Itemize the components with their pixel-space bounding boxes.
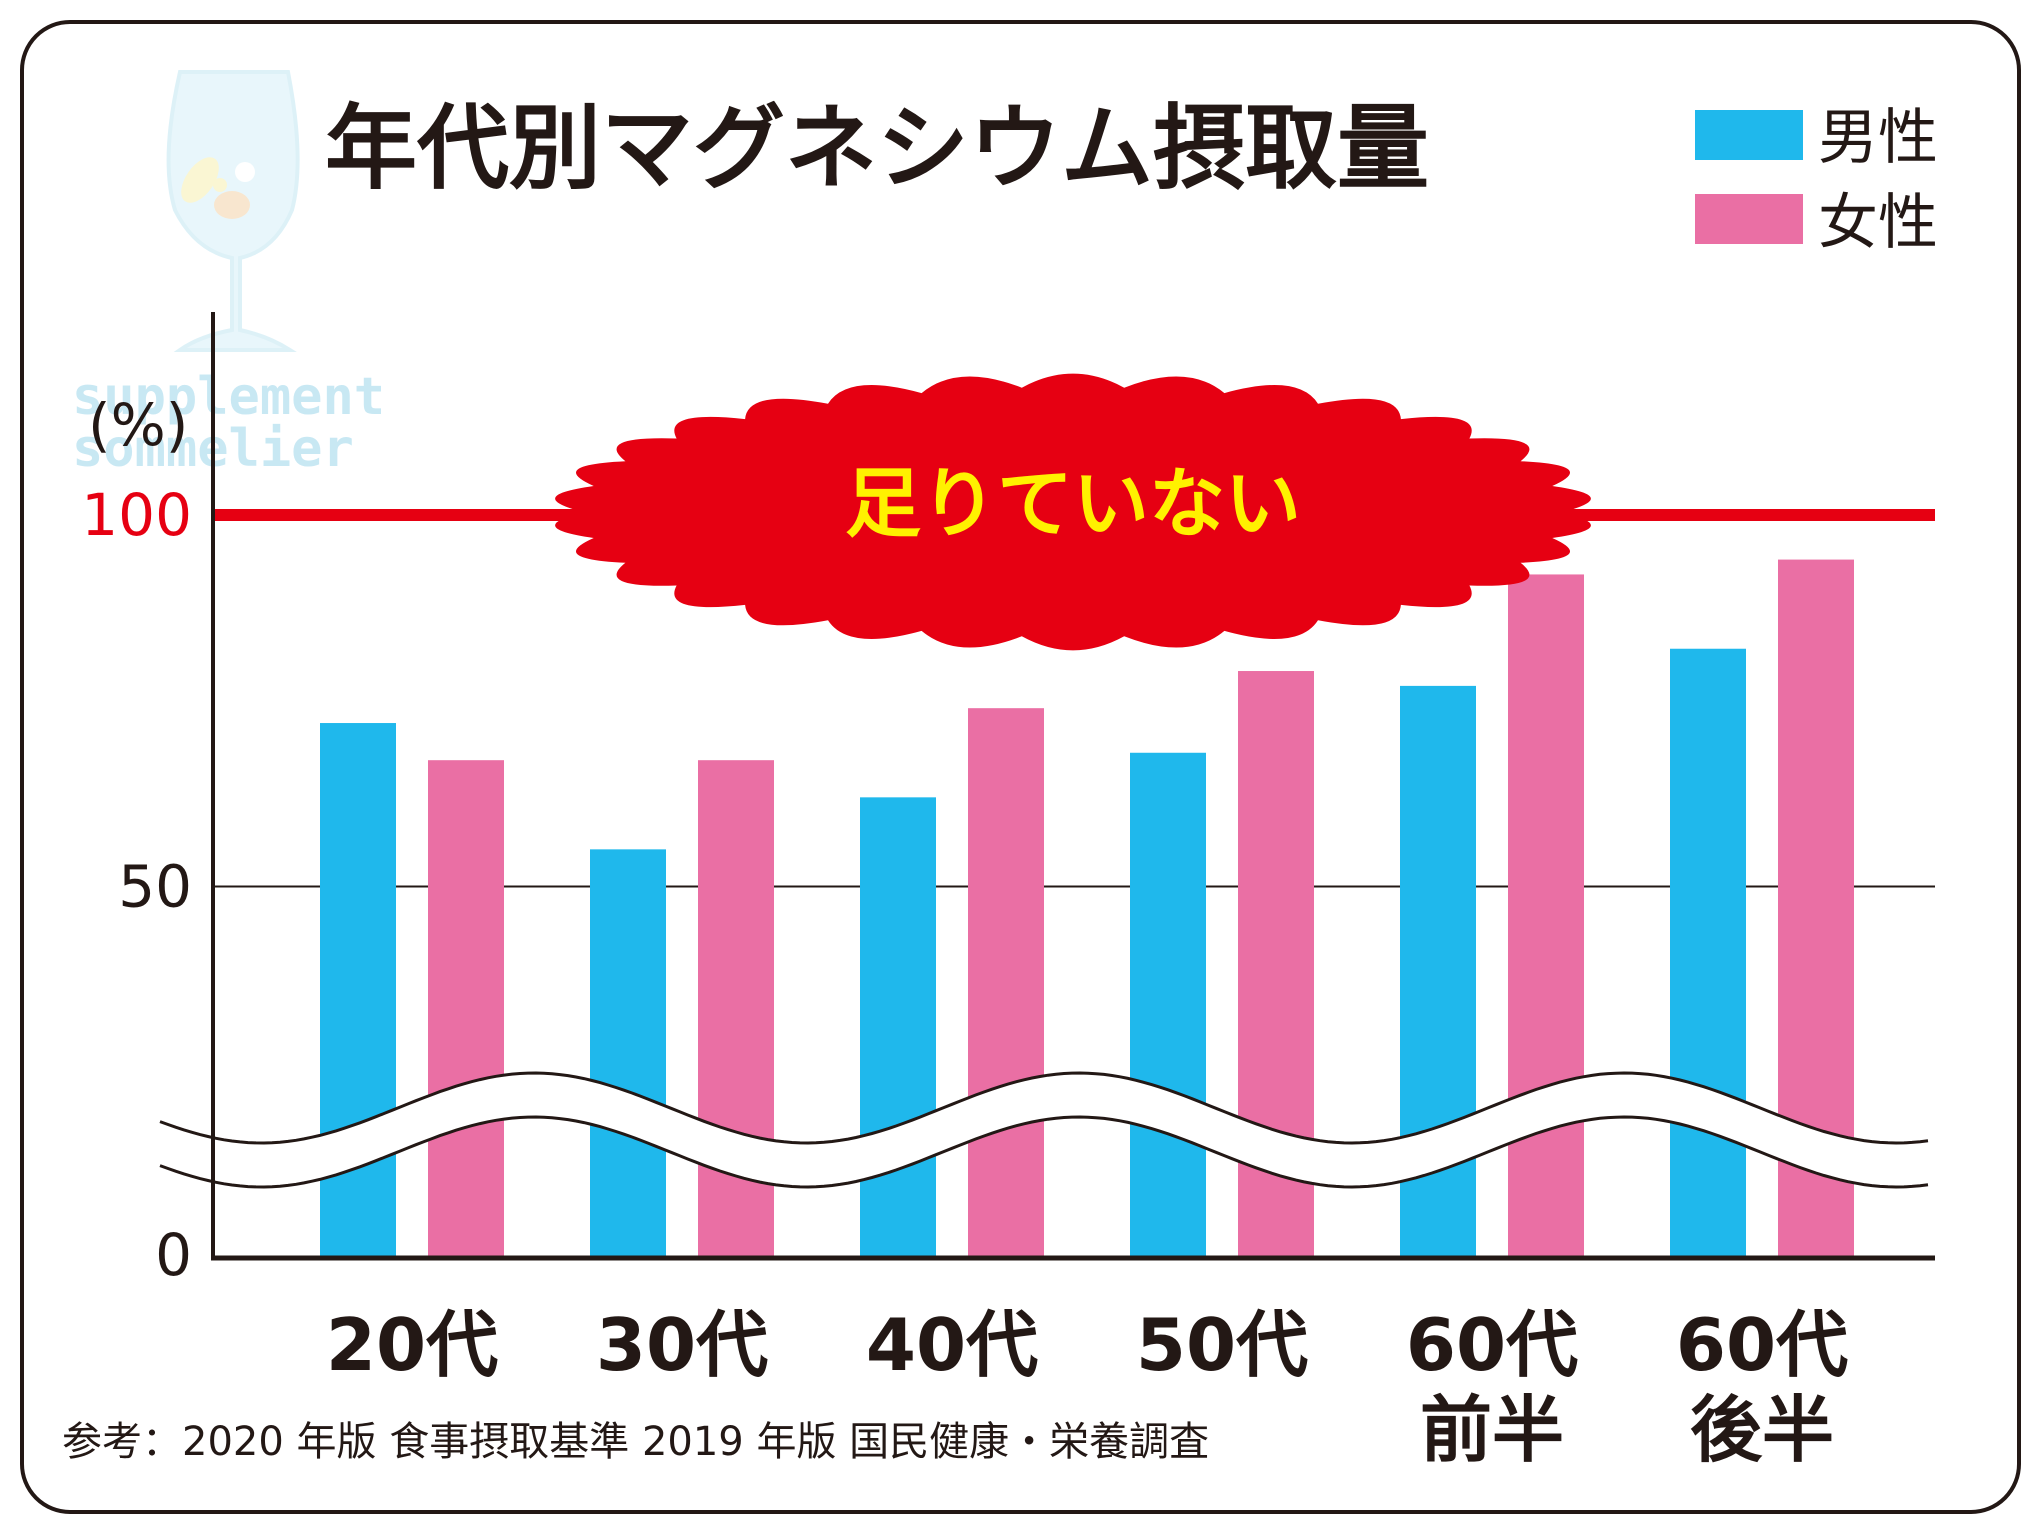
- bar-female-0: [428, 760, 504, 1258]
- bar-male-3: [1130, 752, 1206, 1258]
- y-axis-unit-label: (%): [88, 391, 188, 459]
- axis-break-band: [160, 1073, 1928, 1187]
- legend-swatch-male: [1695, 110, 1803, 160]
- y-tick-0: 0: [155, 1221, 192, 1289]
- category-label-4: 60代: [1406, 1303, 1578, 1387]
- legend-label-female: 女性: [1818, 188, 1938, 258]
- y-tick-labels: 0 50 100: [81, 481, 192, 1289]
- axis-break-bottom-line: [159, 1115, 1929, 1189]
- category-sublabel-4: 前半: [1420, 1388, 1564, 1472]
- bar-female-2: [968, 708, 1044, 1258]
- chart-title: 年代別マグネシウム摂取量: [325, 95, 1429, 202]
- y-tick-100: 100: [81, 481, 192, 549]
- category-label-1: 30代: [596, 1303, 768, 1387]
- bar-male-5: [1670, 648, 1746, 1258]
- bar-male-1: [590, 849, 666, 1258]
- watermark-glass-icon: [166, 70, 300, 352]
- source-note: 参考：2020 年版 食事摂取基準 2019 年版 国民健康・栄養調査: [62, 1419, 1209, 1465]
- annotation-burst: 足りていない: [555, 373, 1591, 651]
- bar-male-2: [860, 797, 936, 1258]
- y-tick-50: 50: [118, 853, 192, 921]
- burst-shape: [555, 373, 1591, 651]
- annotation-text: 足りていない: [845, 459, 1301, 548]
- category-label-0: 20代: [326, 1303, 498, 1387]
- axis-break-top-line: [159, 1071, 1929, 1145]
- axis-break: [159, 1071, 1929, 1189]
- category-sublabel-5: 後半: [1690, 1388, 1834, 1472]
- axes: [211, 312, 1935, 1261]
- legend: 男性 女性: [1695, 103, 1938, 258]
- watermark-line-1: supplement: [72, 367, 385, 427]
- legend-swatch-female: [1695, 194, 1803, 244]
- legend-label-male: 男性: [1818, 103, 1938, 173]
- category-label-2: 40代: [866, 1303, 1038, 1387]
- category-label-5: 60代: [1676, 1303, 1848, 1387]
- bar-female-4: [1508, 574, 1584, 1258]
- category-label-3: 50代: [1136, 1303, 1308, 1387]
